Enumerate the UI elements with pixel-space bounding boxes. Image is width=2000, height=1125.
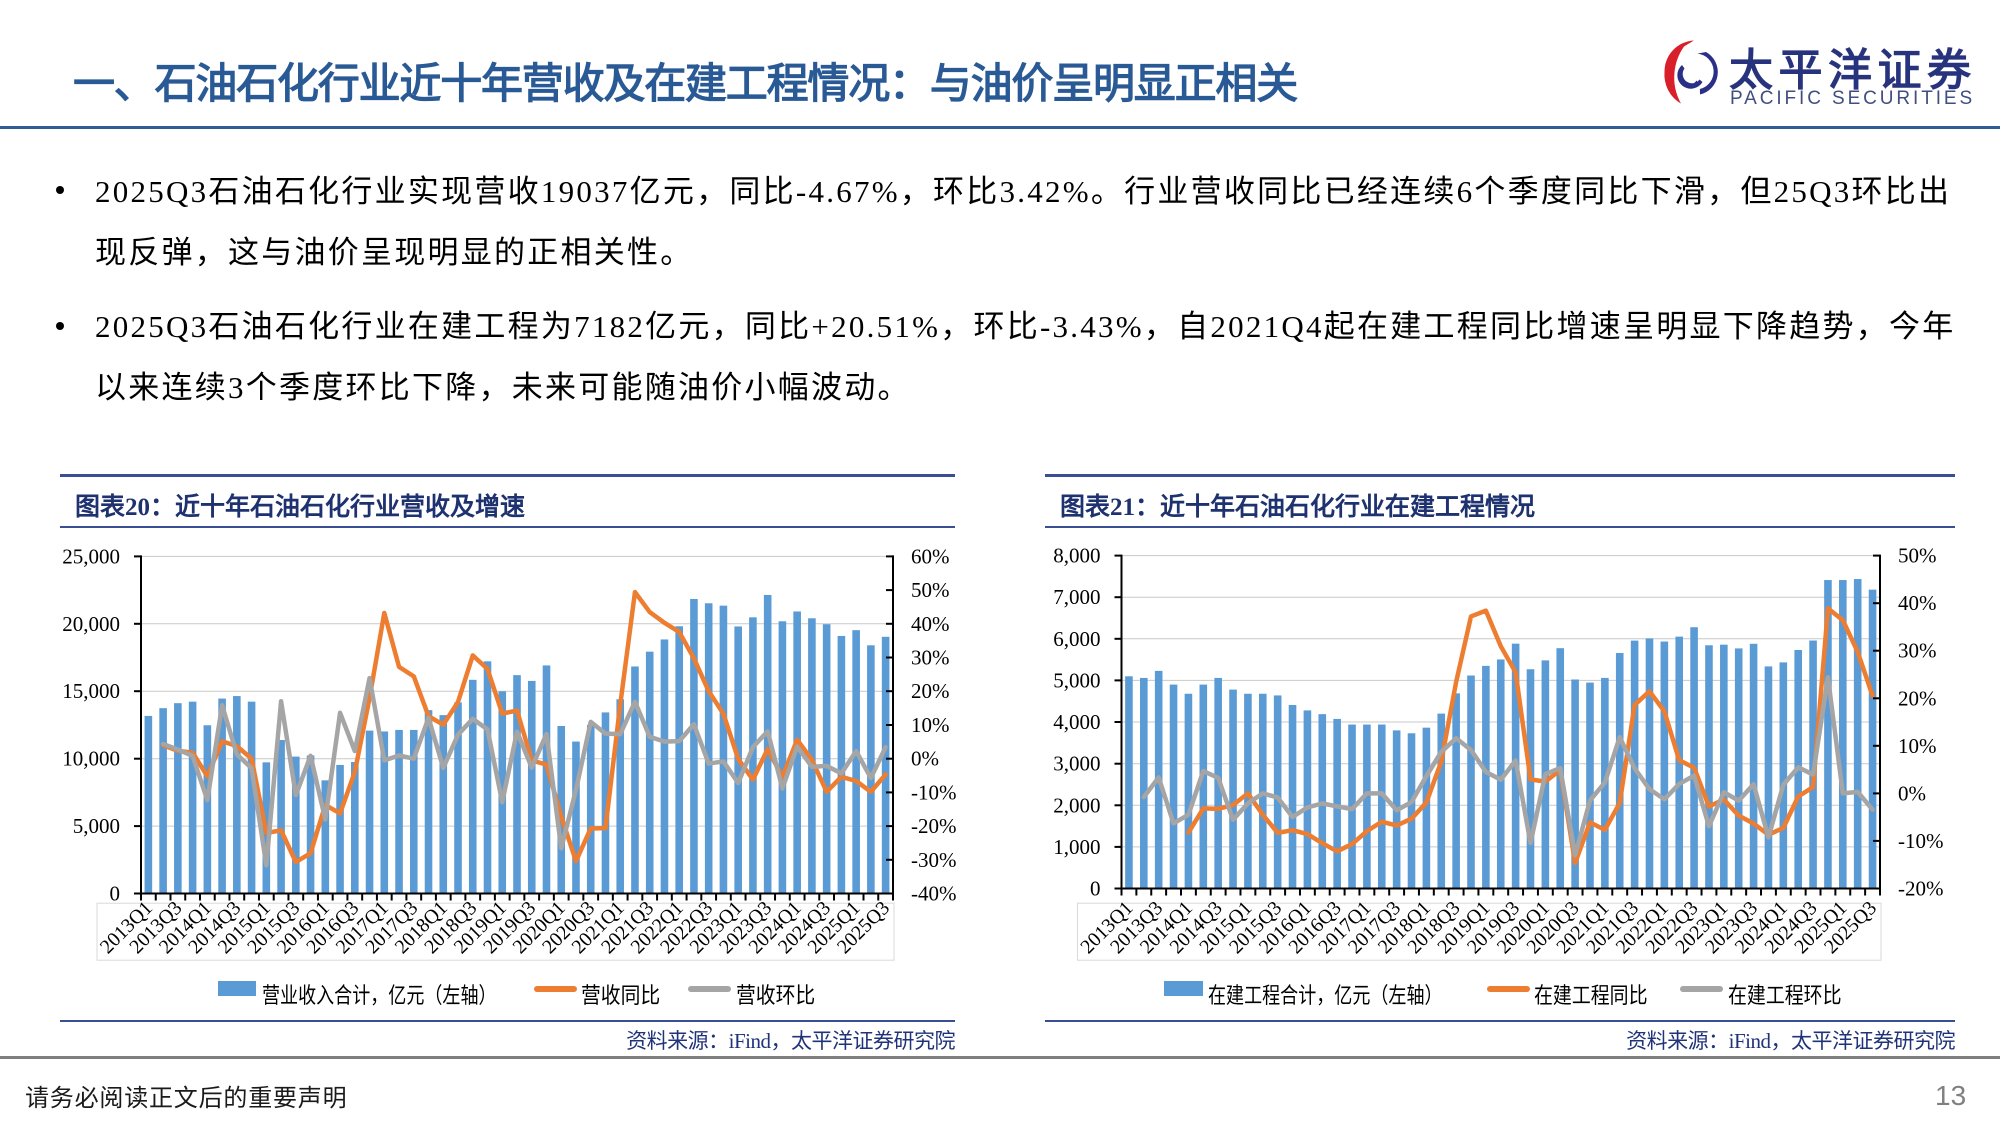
svg-text:-10%: -10%	[911, 780, 957, 804]
svg-text:15,000: 15,000	[62, 679, 120, 703]
svg-text:0: 0	[110, 882, 121, 906]
svg-text:40%: 40%	[1898, 591, 1937, 615]
svg-text:-30%: -30%	[911, 848, 957, 872]
svg-text:10%: 10%	[911, 713, 950, 737]
svg-text:10,000: 10,000	[62, 747, 120, 771]
svg-text:2,000: 2,000	[1053, 793, 1100, 817]
svg-text:40%: 40%	[911, 612, 950, 636]
svg-text:20%: 20%	[911, 679, 950, 703]
svg-text:6,000: 6,000	[1053, 627, 1100, 651]
svg-text:20%: 20%	[1898, 686, 1937, 710]
svg-text:25,000: 25,000	[62, 544, 120, 568]
svg-text:-10%: -10%	[1898, 829, 1944, 853]
svg-text:30%: 30%	[1898, 639, 1937, 663]
svg-text:60%: 60%	[911, 544, 950, 568]
svg-text:-20%: -20%	[1898, 877, 1944, 901]
svg-text:7,000: 7,000	[1053, 585, 1100, 609]
svg-text:20,000: 20,000	[62, 612, 120, 636]
svg-text:4,000: 4,000	[1053, 710, 1100, 734]
svg-text:0%: 0%	[911, 747, 939, 771]
svg-text:5,000: 5,000	[1053, 668, 1100, 692]
svg-text:0%: 0%	[1898, 781, 1926, 805]
svg-text:1,000: 1,000	[1053, 835, 1100, 859]
svg-text:50%: 50%	[911, 578, 950, 602]
svg-text:3,000: 3,000	[1053, 752, 1100, 776]
svg-text:5,000: 5,000	[73, 814, 120, 838]
svg-text:50%: 50%	[1898, 544, 1937, 568]
svg-text:-40%: -40%	[911, 882, 957, 906]
svg-text:30%: 30%	[911, 646, 950, 670]
svg-text:0: 0	[1090, 877, 1101, 901]
svg-text:10%: 10%	[1898, 734, 1937, 758]
svg-text:8,000: 8,000	[1053, 544, 1100, 568]
svg-text:-20%: -20%	[911, 814, 957, 838]
